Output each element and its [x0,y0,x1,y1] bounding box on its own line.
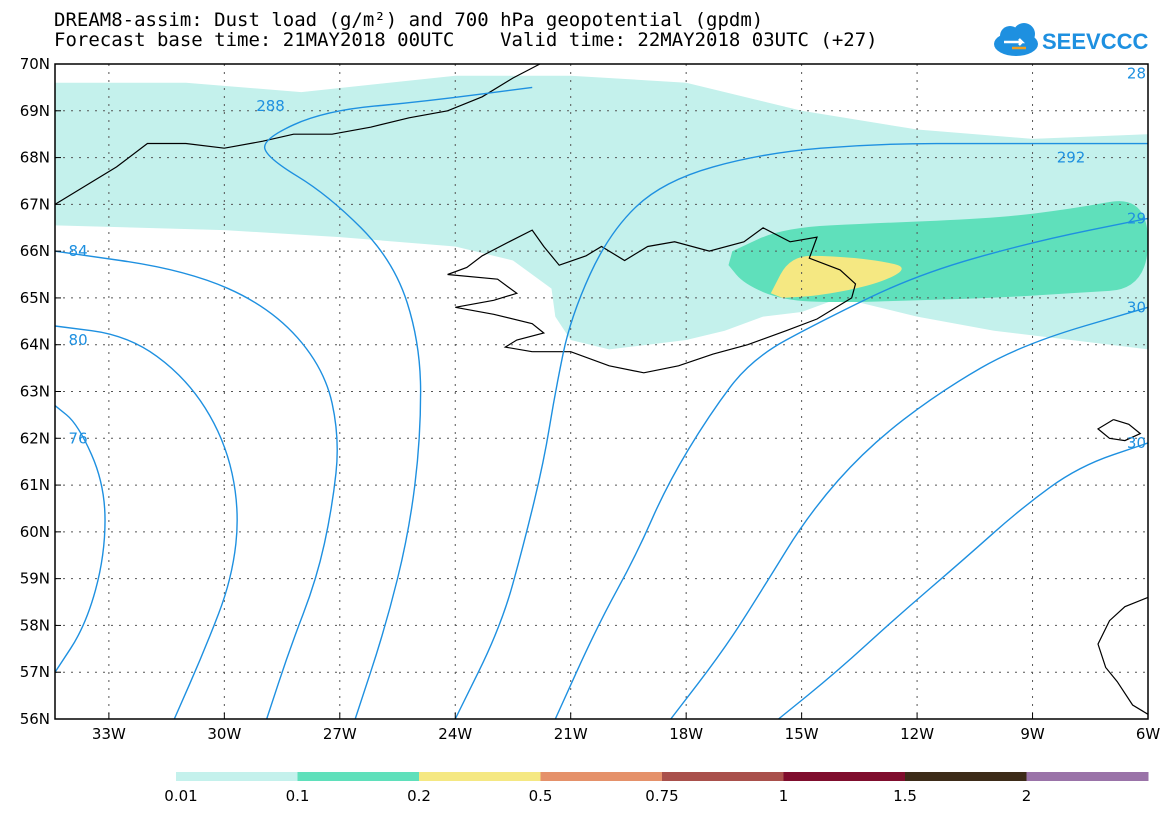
colorbar-label: 0.5 [529,787,553,805]
lat-label: 68N [20,149,50,167]
lon-label: 33W [92,725,126,743]
contour-label: 76 [69,429,88,447]
contour-line [54,404,106,673]
colorbar: 0.01 0.1 0.2 0.5 0.75 1 1.5 2 [164,772,1149,805]
contour-label: 29 [1127,209,1146,227]
lat-label: 58N [20,616,50,634]
contour-line [54,325,238,720]
lat-label: 61N [20,476,50,494]
contour-line [454,142,1148,720]
dust-band-0.01 [55,75,1148,350]
lon-label: 30W [207,725,241,743]
colorbar-swatch [1026,772,1149,781]
contour-line [264,86,533,720]
lat-label: 64N [20,336,50,354]
axis-labels: 70N 69N 68N 67N 66N 65N 64N 63N 62N 61N 60N 59N 58N 5… [20,55,1161,743]
contour-label: 288 [256,97,285,115]
lat-label: 69N [20,102,50,120]
colorbar-swatch [176,772,298,781]
colorbar-label: 0.1 [286,787,310,805]
lat-label: 59N [20,570,50,588]
geopotential-contours [54,86,1149,720]
lon-label: 21W [554,725,588,743]
colorbar-swatch [540,772,663,781]
coastlines [54,63,1149,715]
lat-label: 63N [20,383,50,401]
colorbar-label: 1 [779,787,789,805]
lat-label: 60N [20,523,50,541]
colorbar-label: 1.5 [893,787,917,805]
lon-label: 18W [669,725,703,743]
contour-label: 84 [69,242,88,260]
map-subtitle: Forecast base time: 21MAY2018 00UTC Vali… [54,29,878,51]
logo-text: SEEVCCC [1042,29,1148,54]
lon-label: 27W [323,725,357,743]
colorbar-swatch [419,772,541,781]
lon-label: 24W [438,725,472,743]
cloud-icon [994,23,1038,56]
lon-label: 12W [900,725,934,743]
lat-label: 57N [20,663,50,681]
lon-label: 9W [1020,725,1045,743]
contour-line [670,306,1149,720]
contour-label: 292 [1057,149,1086,167]
lon-label: 6W [1136,725,1161,743]
lat-label: 56N [20,710,50,728]
contour-label: 30 [1127,298,1146,316]
colorbar-label: 2 [1022,787,1032,805]
lat-label: 70N [20,55,50,73]
colorbar-swatch [905,772,1027,781]
lon-label: 15W [785,725,819,743]
seevccc-logo: SEEVCCC [994,23,1148,56]
contour-labels: 288 28 292 29 30 30 84 80 76 [69,64,1146,452]
contour-line [54,250,338,720]
lat-label: 62N [20,429,50,447]
colorbar-swatch [297,772,420,781]
contour-label: 30 [1127,434,1146,452]
lat-label: 65N [20,289,50,307]
dust-band-0.2 [770,255,902,298]
colorbar-label: 0.2 [407,787,431,805]
colorbar-swatch [783,772,906,781]
colorbar-label: 0.01 [164,787,197,805]
grid-lines [55,64,1148,719]
colorbar-label: 0.75 [645,787,678,805]
contour-label: 80 [69,331,88,349]
contour-line [554,217,1149,720]
contour-line [778,442,1149,720]
lat-label: 67N [20,195,50,213]
colorbar-swatch [662,772,784,781]
lat-label: 66N [20,242,50,260]
map-title: DREAM8-assim: Dust load (g/m²) and 700 h… [54,9,764,31]
dust-shading [55,75,1148,350]
contour-label: 28 [1127,64,1146,82]
